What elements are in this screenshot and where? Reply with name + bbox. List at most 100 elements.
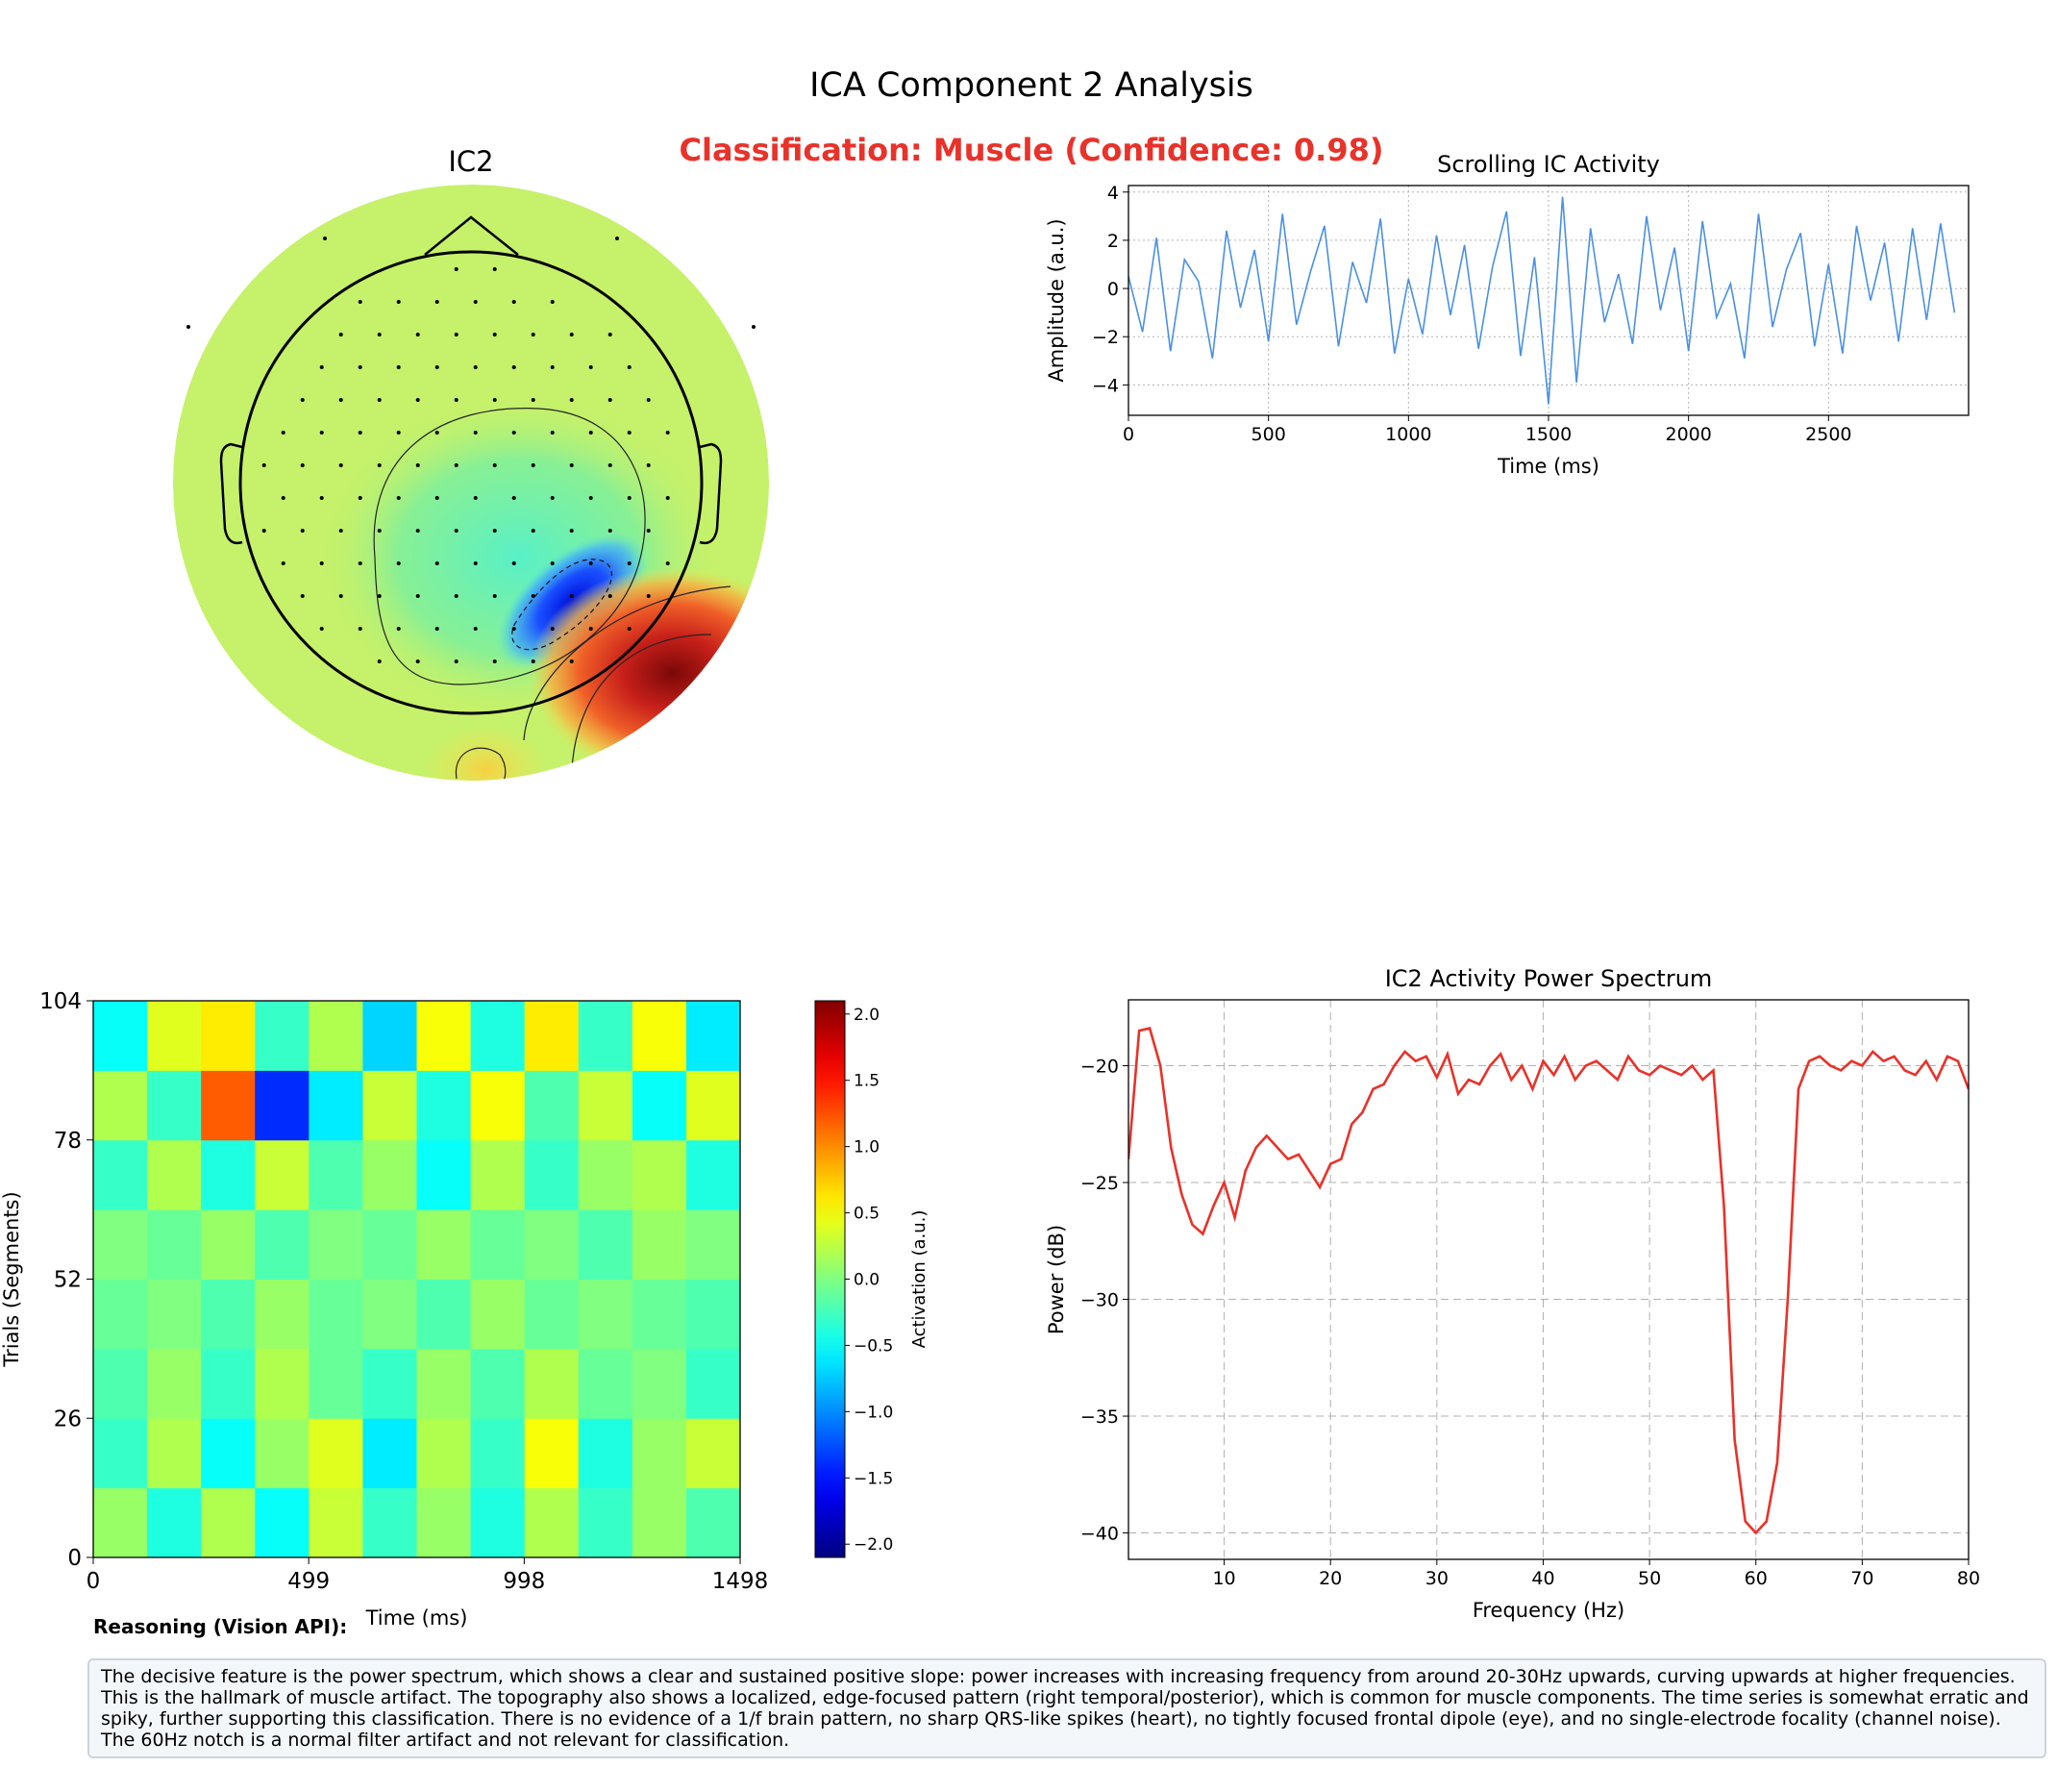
heatmap-cell	[470, 1001, 526, 1071]
x-tick-label: 499	[287, 1569, 330, 1594]
electrode	[531, 333, 535, 336]
heatmap-cell	[685, 1418, 741, 1489]
colorbar-tick-label: 0.0	[854, 1271, 880, 1290]
topomap-title: IC2	[448, 145, 493, 178]
electrode	[607, 463, 612, 467]
electrode	[434, 627, 439, 631]
heatmap-cell	[470, 1348, 526, 1419]
electrode	[665, 496, 670, 500]
electrode	[588, 431, 593, 435]
electrode	[473, 627, 478, 631]
electrode	[607, 398, 612, 402]
electrode	[434, 431, 439, 435]
heatmap-cell	[524, 1001, 580, 1071]
heatmap-cell	[309, 1279, 363, 1350]
electrode	[377, 333, 382, 336]
electrode	[377, 463, 382, 467]
electrode	[646, 594, 651, 598]
electrode	[377, 529, 382, 533]
heatmap-cell	[632, 1418, 687, 1489]
colorbar-tick-label: −1.0	[854, 1403, 893, 1422]
heatmap-cell	[470, 1418, 526, 1489]
heatmap-cell	[470, 1139, 526, 1210]
electrode	[319, 431, 324, 435]
electrode	[434, 300, 439, 304]
heatmap-cell	[578, 1418, 633, 1489]
heatmap-cell	[309, 1001, 363, 1071]
electrode	[550, 561, 555, 565]
x-tick-label: 20	[1319, 1568, 1342, 1589]
electrode	[511, 627, 516, 631]
heatmap-cell	[201, 1418, 256, 1489]
electrode	[550, 300, 555, 304]
heatmap-cell	[578, 1279, 633, 1350]
electrode	[415, 333, 420, 336]
electrode	[607, 594, 612, 598]
heatmap-cell	[416, 1139, 472, 1210]
heatmap-cell	[147, 1209, 202, 1280]
x-tick-label: 0	[1123, 424, 1134, 445]
y-tick-label: 0	[67, 1546, 82, 1571]
y-tick-label: −25	[1080, 1173, 1119, 1194]
heatmap-cell	[201, 1001, 256, 1071]
heatmap-cell	[524, 1348, 580, 1419]
reasoning-label: Reasoning (Vision API):	[93, 1615, 348, 1638]
electrode	[473, 561, 478, 565]
y-axis-label: Amplitude (a.u.)	[1045, 218, 1068, 382]
electrode	[531, 594, 535, 598]
electrode	[358, 496, 362, 500]
x-tick-label: 30	[1425, 1568, 1449, 1589]
heatmap-cell	[93, 1487, 148, 1558]
electrode	[473, 300, 478, 304]
electrode	[281, 496, 285, 500]
electrode	[531, 529, 535, 533]
heatmap-cell	[309, 1070, 363, 1141]
y-tick-label: −4	[1092, 375, 1119, 396]
y-tick-label: 52	[54, 1268, 82, 1293]
line-chart: IC2 Activity Power Spectrum 10 20 30 40 50 60 7…	[1045, 965, 1980, 1622]
x-tick-label: 70	[1850, 1568, 1873, 1589]
electrode	[319, 365, 324, 369]
electrode	[588, 627, 593, 631]
axes-frame	[1128, 185, 1970, 416]
heatmap-cell	[255, 1070, 310, 1141]
electrode	[396, 496, 401, 500]
heatmap-cell	[93, 1070, 148, 1141]
heatmap-cell	[578, 1487, 633, 1558]
heatmap-cell	[147, 1001, 202, 1071]
heatmap-cell	[685, 1070, 741, 1141]
heatmap-cell	[201, 1209, 256, 1280]
y-tick-label: 2	[1107, 231, 1119, 252]
left-ear	[219, 442, 243, 545]
electrode	[511, 561, 516, 565]
electrode	[665, 431, 670, 435]
x-tick-label: 40	[1531, 1568, 1554, 1589]
y-tick-label: 4	[1107, 183, 1119, 204]
electrode	[511, 431, 516, 435]
chart-title: Scrolling IC Activity	[1437, 151, 1660, 178]
heatmap-cell	[632, 1070, 687, 1141]
electrode	[358, 365, 362, 369]
electrode	[646, 463, 651, 467]
electrode	[607, 529, 612, 533]
y-tick-label: −40	[1080, 1524, 1119, 1545]
electrode	[396, 365, 401, 369]
heatmap-cell	[93, 1348, 148, 1419]
axes-frame	[1128, 999, 1970, 1560]
electrode	[186, 325, 190, 329]
electrode	[415, 660, 420, 663]
electrode	[415, 398, 420, 402]
heatmap-cell	[524, 1279, 580, 1350]
heatmap-cell	[632, 1139, 687, 1210]
heatmap-cell	[470, 1209, 526, 1280]
heatmap-cell	[362, 1348, 417, 1419]
heatmap-cell	[362, 1487, 417, 1558]
x-tick-label: 60	[1745, 1568, 1768, 1589]
heatmap-cell	[255, 1209, 310, 1280]
heatmap-cell	[578, 1070, 633, 1141]
electrode	[615, 236, 619, 240]
electrode	[338, 594, 343, 598]
electrode	[646, 529, 651, 533]
heatmap-cell	[416, 1418, 472, 1489]
heatmap-cell	[201, 1348, 256, 1419]
